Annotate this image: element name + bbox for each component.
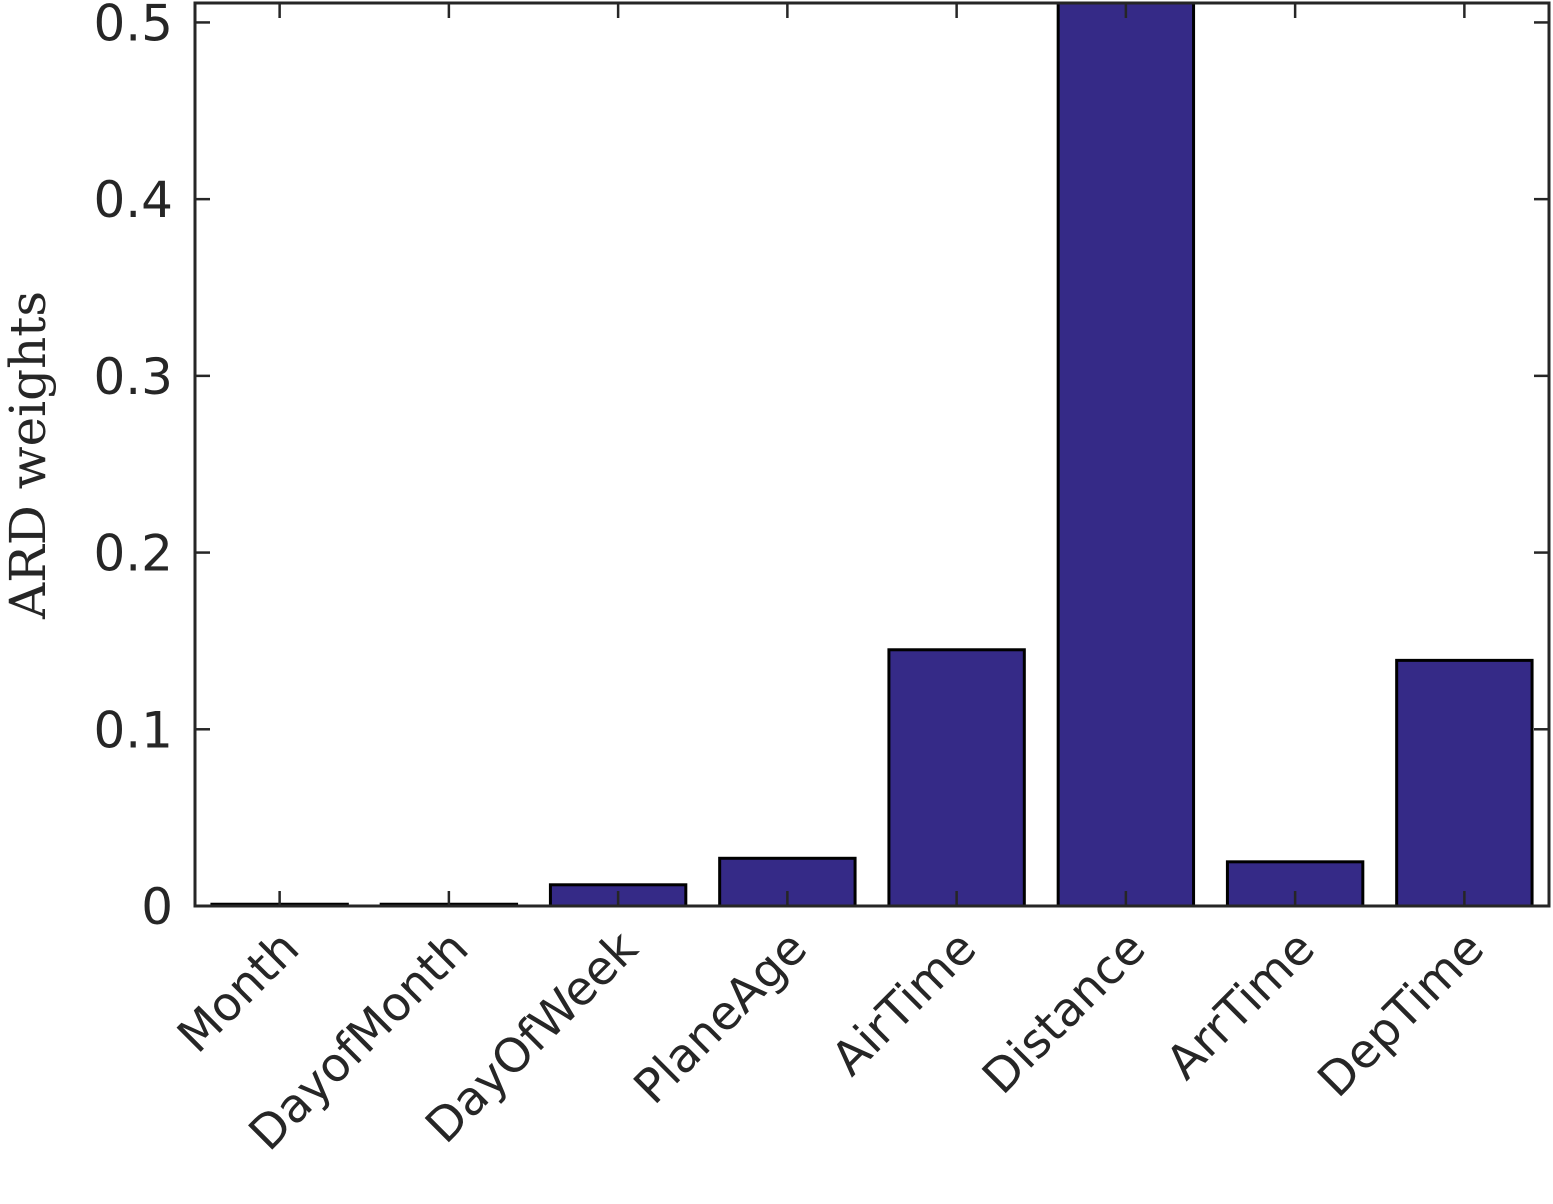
bar-airtime <box>887 648 1026 908</box>
x-tick-label-distance: Distance <box>972 921 1156 1105</box>
y-tick-label: 0.5 <box>93 0 173 52</box>
y-ticks-group: 0 0.1 0.2 0.3 0.4 0.5 <box>93 0 1549 936</box>
y-tick-label: 0.1 <box>93 701 173 759</box>
x-tick-label-planeage: PlaneAge <box>624 921 818 1115</box>
y-tick-label: 0 <box>141 878 173 936</box>
y-tick-label: 0.2 <box>93 525 173 583</box>
x-tick-label-deptime: DepTime <box>1307 921 1494 1108</box>
plot-frame <box>193 1 1551 908</box>
y-tick-label: 0.3 <box>93 348 173 406</box>
bars-group <box>210 1 1534 908</box>
x-tick-label-arrtime: ArrTime <box>1156 921 1326 1091</box>
y-axis-label: ARD weights <box>0 291 57 620</box>
y-tick-label: 0.4 <box>93 171 173 229</box>
x-tick-label-month: Month <box>167 921 310 1064</box>
bar-distance <box>1056 1 1196 908</box>
x-tick-label-airtime: AirTime <box>821 921 987 1087</box>
axes-group <box>193 1 1551 908</box>
bar-deptime <box>1395 658 1534 908</box>
